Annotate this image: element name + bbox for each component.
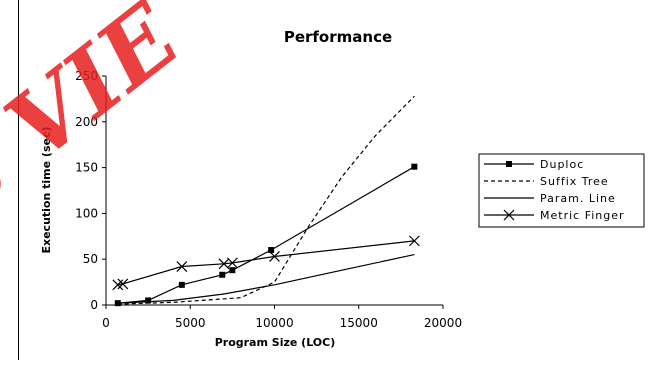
- x-tick-label: 15000: [340, 316, 378, 330]
- y-tick-label: 100: [75, 206, 98, 220]
- y-axis-label: Execution time (sec): [40, 126, 53, 253]
- x-tick-label: 5000: [175, 316, 206, 330]
- legend-item-param-line: Param. Line: [484, 192, 616, 205]
- series-duploc: [114, 163, 418, 307]
- chart-axes: [105, 76, 443, 306]
- x-tick-label: 20000: [424, 316, 462, 330]
- legend-label: Duploc: [540, 158, 584, 171]
- left-border-line: [18, 0, 19, 360]
- series-line-duploc: [117, 166, 415, 304]
- legend-item-suffix-tree: Suffix Tree: [484, 175, 609, 188]
- legend-swatch-marker: [503, 209, 515, 221]
- data-point-duploc: [268, 247, 275, 254]
- y-tick-label: 50: [83, 252, 98, 266]
- y-tick-label: 200: [75, 115, 98, 129]
- marker-stroke: [408, 235, 420, 247]
- legend-item-duploc: Duploc: [484, 158, 584, 171]
- marker-stroke: [117, 278, 129, 290]
- legend-item-metric-finger: Metric Finger: [484, 209, 625, 222]
- data-point-metric-finger: [226, 257, 238, 269]
- chart-legend: Duploc Suffix Tree Param. Line Metric Finge…: [478, 153, 645, 228]
- legend-label: Param. Line: [540, 192, 616, 205]
- data-point-metric-finger: [408, 235, 420, 247]
- series-metric-finger: [112, 235, 420, 291]
- data-point-metric-finger: [176, 261, 188, 272]
- data-point-duploc: [178, 281, 185, 288]
- marker-stroke: [269, 251, 280, 262]
- data-point-duploc: [229, 267, 236, 274]
- series-line-param-line: [117, 254, 415, 304]
- x-tick-label: 0: [102, 316, 110, 330]
- series-layer: [112, 95, 420, 307]
- legend-label: Suffix Tree: [540, 175, 609, 188]
- legend-swatch-marker: [506, 161, 512, 167]
- marker-stroke: [176, 261, 188, 272]
- x-tick-label: 10000: [255, 316, 293, 330]
- tick-labels: 0 50 100 150 200 250 0 5000 10000 15000 20000: [75, 69, 462, 330]
- series-param-line: [117, 254, 415, 304]
- series-line-metric-finger: [117, 240, 415, 286]
- data-point-duploc: [219, 271, 226, 278]
- marker-stroke: [226, 257, 238, 269]
- series-suffix-tree: [117, 95, 415, 305]
- data-point-duploc: [114, 300, 121, 307]
- series-line-suffix-tree: [117, 95, 415, 305]
- x-axis-label: Program Size (LOC): [215, 336, 336, 349]
- marker-stroke: [218, 258, 230, 270]
- data-point-duploc: [411, 163, 418, 170]
- y-tick-label: 150: [75, 161, 98, 175]
- data-point-duploc: [145, 297, 152, 304]
- data-point-metric-finger: [269, 251, 280, 262]
- data-point-metric-finger: [117, 278, 129, 290]
- y-tick-label: 0: [90, 298, 98, 312]
- marker-stroke: [503, 209, 515, 221]
- legend-label: Metric Finger: [540, 209, 625, 222]
- chart-title: Performance: [284, 28, 392, 46]
- y-tick-label: 250: [75, 69, 98, 83]
- performance-chart: Performance 0 50 100 150 200 250 0 5000 10000 150…: [40, 28, 645, 349]
